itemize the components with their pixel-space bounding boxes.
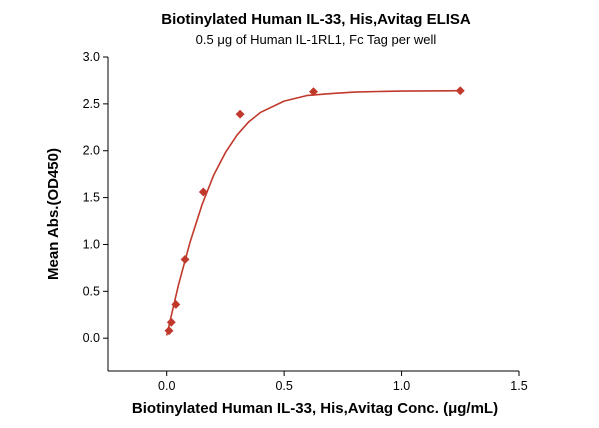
- y-axis-ticks: 0.0 0.5 1.0 1.5 2.0 2.5 3.0: [83, 50, 108, 345]
- data-point: [180, 254, 190, 265]
- x-axis-ticks: 0.0 0.5 1.0 1.5: [158, 371, 528, 393]
- data-point: [171, 299, 181, 310]
- x-tick-label: 0.0: [158, 379, 175, 393]
- y-tick-label: 0.0: [83, 331, 100, 345]
- fit-curve: [165, 89, 461, 336]
- data-point: [308, 87, 319, 97]
- y-tick-label: 2.5: [83, 97, 100, 111]
- x-axis-label: Biotinylated Human IL-33, His,Avitag Con…: [132, 400, 498, 417]
- x-tick-label: 1.0: [393, 379, 410, 393]
- y-tick-label: 0.5: [83, 284, 100, 298]
- data-point: [235, 109, 245, 119]
- chart-subtitle: 0.5 μg of Human IL-1RL1, Fc Tag per well: [196, 32, 437, 47]
- x-tick-label: 0.5: [275, 379, 292, 393]
- data-point: [455, 86, 465, 96]
- y-tick-label: 2.0: [83, 144, 100, 158]
- data-point: [198, 187, 208, 197]
- y-tick-label: 1.0: [83, 237, 100, 251]
- data-point: [164, 326, 174, 336]
- chart-title: Biotinylated Human IL-33, His,Avitag ELI…: [161, 11, 471, 28]
- data-point: [166, 317, 176, 327]
- y-axis-label: Mean Abs.(OD450): [45, 148, 62, 280]
- y-tick-label: 1.5: [83, 191, 100, 205]
- plot-area: [164, 86, 465, 336]
- x-tick-label: 1.5: [510, 379, 527, 393]
- y-tick-label: 3.0: [83, 50, 100, 64]
